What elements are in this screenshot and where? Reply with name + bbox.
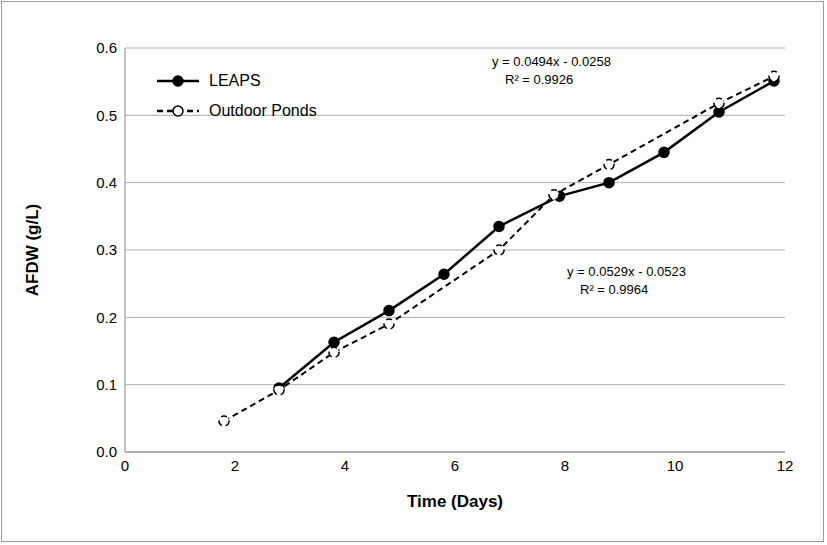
svg-text:12: 12 xyxy=(777,457,794,474)
svg-text:0.0: 0.0 xyxy=(96,443,117,460)
html-text:R² = 0.9926: R² = 0.9926 xyxy=(505,72,574,87)
svg-text:10: 10 xyxy=(667,457,684,474)
svg-text:2: 2 xyxy=(231,457,239,474)
html-text:y = 0.0494x - 0.0258: y = 0.0494x - 0.0258 xyxy=(492,54,611,69)
svg-text:0.3: 0.3 xyxy=(96,241,117,258)
svg-text:0.2: 0.2 xyxy=(96,309,117,326)
svg-text:8: 8 xyxy=(561,457,569,474)
svg-text:AFDW (g/L): AFDW (g/L) xyxy=(23,204,42,297)
svg-text:0.6: 0.6 xyxy=(96,39,117,56)
html-text:y = 0.0529x - 0.0523: y = 0.0529x - 0.0523 xyxy=(567,264,686,279)
svg-text:6: 6 xyxy=(451,457,459,474)
svg-text:0.5: 0.5 xyxy=(96,107,117,124)
svg-text:0.1: 0.1 xyxy=(96,376,117,393)
svg-text:Time (Days): Time (Days) xyxy=(407,492,503,511)
svg-text:4: 4 xyxy=(341,457,349,474)
html-text:LEAPS: LEAPS xyxy=(209,72,261,89)
svg-text:0: 0 xyxy=(121,457,129,474)
html-text:Outdoor Ponds: Outdoor Ponds xyxy=(209,102,317,119)
html-text:R² = 0.9964: R² = 0.9964 xyxy=(580,282,649,297)
svg-text:0.4: 0.4 xyxy=(96,174,117,191)
